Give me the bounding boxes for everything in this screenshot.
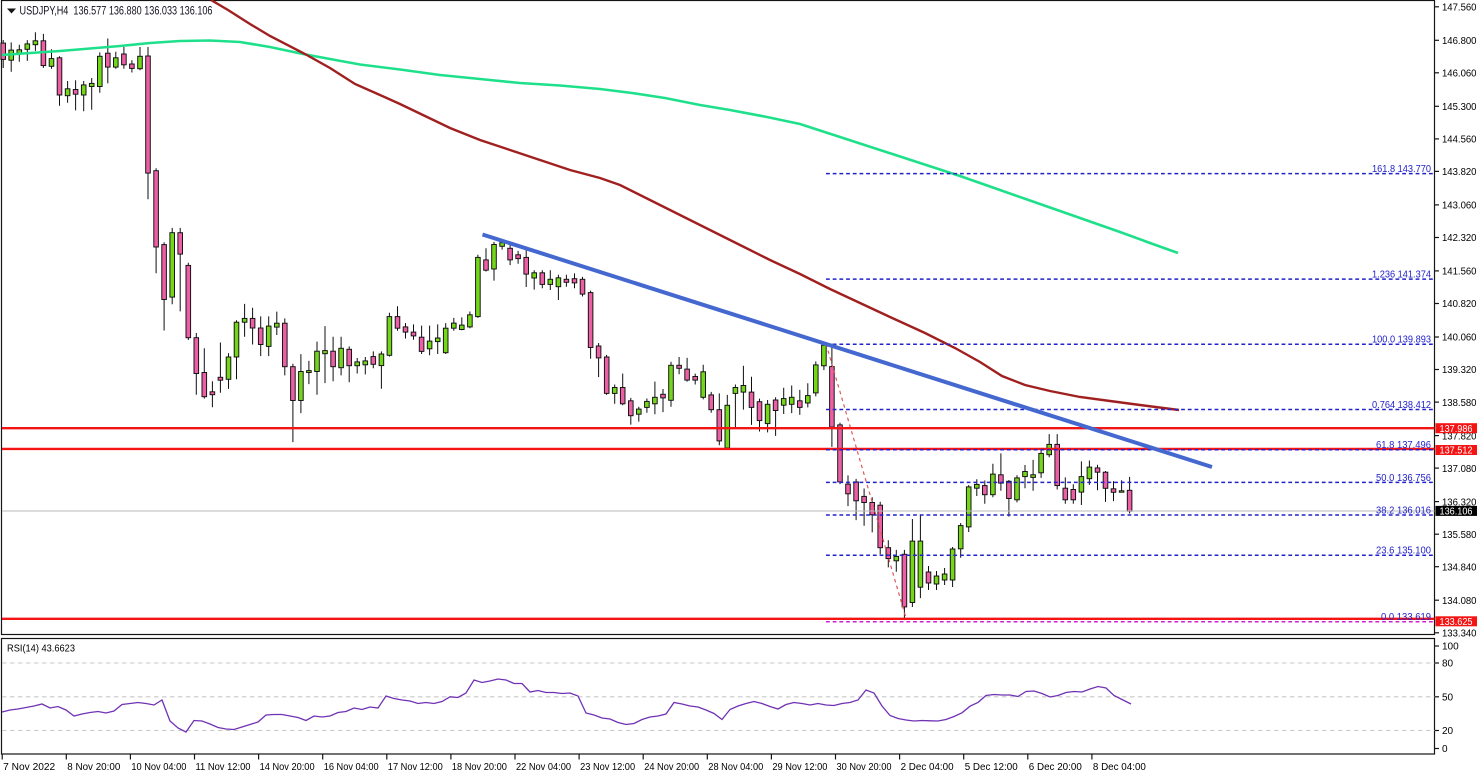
svg-text:147.560: 147.560 [1442,3,1477,14]
svg-text:136.106: 136.106 [1440,507,1474,518]
svg-text:8 Nov 20:00: 8 Nov 20:00 [67,762,120,773]
svg-text:16 Nov 04:00: 16 Nov 04:00 [324,762,379,773]
svg-text:22 Nov 04:00: 22 Nov 04:00 [516,762,571,773]
svg-text:14 Nov 20:00: 14 Nov 20:00 [260,762,315,773]
svg-text:RSI(14) 43.6623: RSI(14) 43.6623 [7,643,75,655]
svg-text:100.0 139.893: 100.0 139.893 [1372,335,1431,346]
svg-text:2 Dec 04:00: 2 Dec 04:00 [901,762,954,773]
svg-text:28 Nov 04:00: 28 Nov 04:00 [708,762,763,773]
svg-text:140.060: 140.060 [1442,333,1477,344]
svg-text:24 Nov 20:00: 24 Nov 20:00 [644,762,699,773]
svg-text:1.236 141.374: 1.236 141.374 [1372,270,1431,281]
svg-text:139.320: 139.320 [1442,365,1477,376]
svg-text:146.800: 146.800 [1442,36,1477,47]
svg-text:143.060: 143.060 [1442,201,1477,212]
svg-text:8 Dec 04:00: 8 Dec 04:00 [1093,762,1146,773]
svg-text:133.340: 133.340 [1442,629,1477,640]
svg-text:141.560: 141.560 [1442,267,1477,278]
svg-text:134.840: 134.840 [1442,562,1477,573]
svg-text:30 Nov 20:00: 30 Nov 20:00 [837,762,892,773]
svg-text:134.080: 134.080 [1442,596,1477,607]
svg-text:146.060: 146.060 [1442,69,1477,80]
svg-text:133.625: 133.625 [1440,617,1474,628]
svg-text:144.560: 144.560 [1442,135,1477,146]
svg-text:10 Nov 04:00: 10 Nov 04:00 [131,762,186,773]
svg-text:137.986: 137.986 [1440,424,1474,435]
svg-text:137.080: 137.080 [1442,464,1477,475]
svg-text:140.820: 140.820 [1442,299,1477,310]
svg-text:61.8 137.496: 61.8 137.496 [1376,440,1431,451]
svg-text:137.512: 137.512 [1440,446,1473,457]
svg-text:80: 80 [1442,659,1454,670]
svg-text:161.8 143.770: 161.8 143.770 [1372,164,1431,175]
svg-text:23.6 135.100: 23.6 135.100 [1376,546,1431,557]
svg-text:29 Nov 12:00: 29 Nov 12:00 [772,762,827,773]
svg-text:50: 50 [1442,693,1454,704]
svg-text:0.764 138.412: 0.764 138.412 [1372,400,1431,411]
svg-text:100: 100 [1442,642,1459,653]
svg-text:142.320: 142.320 [1442,233,1477,244]
svg-text:0.0 133.619: 0.0 133.619 [1381,612,1431,623]
svg-text:20: 20 [1442,726,1454,737]
svg-text:USDJPY,H4 136.577 136.880 136: USDJPY,H4 136.577 136.880 136.033 136.10… [20,6,213,18]
svg-text:6 Dec 20:00: 6 Dec 20:00 [1029,762,1082,773]
svg-text:11 Nov 12:00: 11 Nov 12:00 [196,762,251,773]
svg-text:137.820: 137.820 [1442,431,1477,442]
svg-text:143.820: 143.820 [1442,167,1477,178]
svg-text:136.320: 136.320 [1442,497,1477,508]
svg-text:145.300: 145.300 [1442,102,1477,113]
svg-text:7 Nov 2022: 7 Nov 2022 [3,762,55,773]
svg-text:5 Dec 12:00: 5 Dec 12:00 [965,762,1018,773]
svg-text:17 Nov 12:00: 17 Nov 12:00 [388,762,443,773]
svg-text:0: 0 [1442,744,1448,755]
svg-text:50.0 136.756: 50.0 136.756 [1376,473,1431,484]
svg-text:135.580: 135.580 [1442,530,1477,541]
svg-text:18 Nov 20:00: 18 Nov 20:00 [452,762,507,773]
svg-text:38.2 136.016: 38.2 136.016 [1376,505,1431,516]
svg-text:138.580: 138.580 [1442,398,1477,409]
svg-text:23 Nov 12:00: 23 Nov 12:00 [580,762,635,773]
